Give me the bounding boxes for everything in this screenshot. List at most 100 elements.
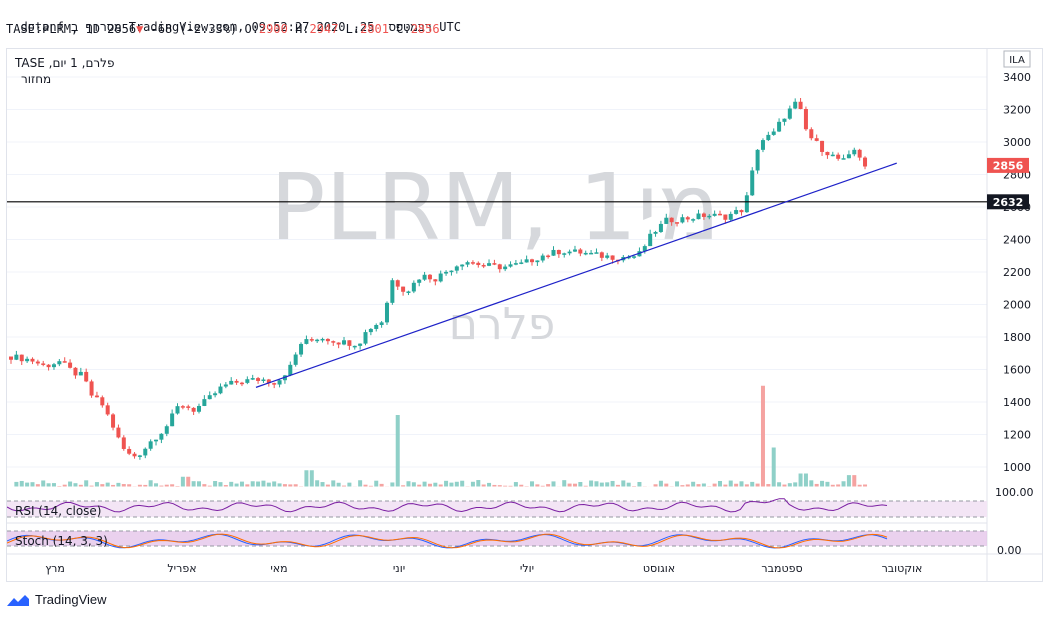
candle-body <box>304 339 309 344</box>
close-value: 2856 <box>410 22 440 36</box>
low-label: L: <box>345 22 361 36</box>
candle-body <box>744 195 749 213</box>
volume-bar <box>836 484 841 487</box>
price-tick-label: 2000 <box>1003 299 1031 312</box>
candle-body <box>481 265 486 267</box>
candle-body <box>492 263 497 265</box>
volume-bar <box>755 483 760 487</box>
candle-body <box>35 361 40 364</box>
candle-body <box>384 302 389 323</box>
candle-body <box>519 262 524 264</box>
candle-body <box>750 170 755 196</box>
candle-body <box>207 395 212 400</box>
volume-bar <box>766 484 771 487</box>
volume-bar <box>315 480 320 487</box>
volume-bar <box>626 482 631 487</box>
volume-bar <box>272 481 277 487</box>
candle-body <box>567 251 572 254</box>
candle-body <box>331 341 336 343</box>
rsi-label: RSI (14, close) <box>15 504 101 518</box>
price-tick-label: 1600 <box>1003 364 1031 377</box>
volume-bar <box>594 481 599 487</box>
candle-body <box>143 448 148 456</box>
candle-body <box>352 345 357 348</box>
close-label: C: <box>396 22 411 36</box>
candle-body <box>626 256 631 259</box>
candle-body <box>411 282 416 292</box>
candle-body <box>546 255 551 258</box>
candle-body <box>137 455 142 457</box>
tradingview-footer[interactable]: TradingView <box>6 592 107 607</box>
candle-body <box>793 101 798 109</box>
candle-body <box>229 380 234 385</box>
candle-body <box>433 279 438 282</box>
candle-body <box>820 140 825 152</box>
volume-bar <box>358 480 363 487</box>
volume-bar <box>454 481 459 487</box>
candle-body <box>680 217 685 223</box>
candle-body <box>213 393 218 396</box>
candle-body <box>73 367 78 376</box>
volume-bar <box>304 470 309 487</box>
rsi-axis-label: 100.00 <box>995 486 1034 499</box>
volume-bar <box>572 483 577 487</box>
month-label: אפריל <box>167 562 196 575</box>
candle-body <box>664 217 669 224</box>
volume-bar <box>363 484 368 487</box>
symbol-text: TASE:PLRM, 1D <box>6 22 100 36</box>
candle-body <box>121 437 126 449</box>
volume-bar <box>170 484 175 487</box>
open-value: 2900 <box>258 22 288 36</box>
candle-body <box>658 223 663 232</box>
candle-body <box>470 262 475 264</box>
volume-bar <box>73 483 78 487</box>
trend-line[interactable] <box>255 162 897 388</box>
volume-bar <box>449 482 454 487</box>
candle-body <box>599 252 604 258</box>
volume-bar <box>777 482 782 487</box>
volume-bar <box>175 485 180 487</box>
volume-bar <box>653 484 658 487</box>
volume-bar <box>422 481 427 487</box>
volume-bar <box>68 481 73 487</box>
candle-body <box>309 339 314 341</box>
candle-body <box>159 433 164 440</box>
candle-body <box>390 280 395 303</box>
volume-bar <box>105 482 110 487</box>
month-label: מרץ <box>45 562 65 575</box>
candle-body <box>9 356 13 360</box>
last-price-text: 2856 <box>107 22 137 36</box>
volume-bar <box>519 484 524 487</box>
candle-body <box>513 263 518 265</box>
volume-bar <box>809 480 814 487</box>
last-price-box <box>987 157 1029 173</box>
volume-bar <box>148 480 153 487</box>
volume-bar <box>460 480 465 487</box>
volume-bar <box>325 484 330 487</box>
volume-bar <box>25 482 30 487</box>
volume-bar <box>599 482 604 487</box>
volume-bar <box>637 481 642 487</box>
month-label: מאי <box>270 562 287 575</box>
candle-body <box>68 362 73 368</box>
candle-body <box>19 354 24 362</box>
volume-bar <box>857 484 862 487</box>
price-chart[interactable]: PLRM, 1מי פלרם TASE ,פלרם, 1 יום מחזור I… <box>6 49 1042 581</box>
price-tick-label: 1400 <box>1003 396 1031 409</box>
stoch-axis-label: 0.00 <box>997 544 1022 557</box>
volume-bar <box>540 485 545 487</box>
volume-bar <box>143 484 148 487</box>
volume-bar <box>803 473 808 487</box>
volume-bar <box>229 481 234 487</box>
open-label: O: <box>244 22 259 36</box>
candle-body <box>202 399 207 406</box>
volume-bar <box>223 485 228 487</box>
volume-bar <box>14 481 19 487</box>
candle-body <box>583 252 588 255</box>
volume-bar <box>718 480 723 487</box>
volume-bar <box>331 480 336 487</box>
volume-bar <box>481 484 486 487</box>
candle-body <box>578 249 583 254</box>
candle-body <box>148 441 153 449</box>
candle-body <box>524 259 529 263</box>
